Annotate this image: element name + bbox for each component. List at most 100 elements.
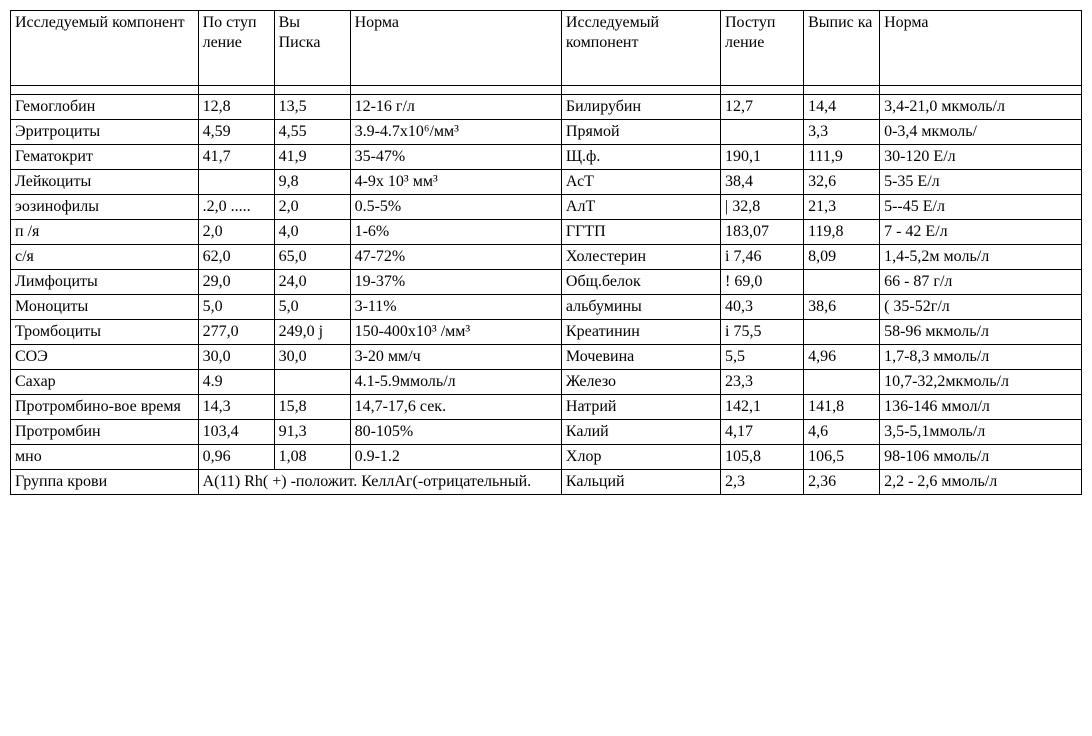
cell: 4,6: [804, 420, 880, 445]
cell: 62,0: [198, 245, 274, 270]
cell: і 7,46: [721, 245, 804, 270]
hdr-admission-left: По ступ ление: [198, 11, 274, 86]
table-body: Гемоглобин12,813,512-16 г/лБилирубин12,7…: [11, 95, 1082, 495]
cell: 66 - 87 г/л: [880, 270, 1082, 295]
cell: 14,3: [198, 395, 274, 420]
cell: 14,4: [804, 95, 880, 120]
cell: 12-16 г/л: [350, 95, 561, 120]
table-row: Сахар4.94.1-5.9ммоль/лЖелезо23,310,7-32,…: [11, 370, 1082, 395]
cell: 0-3,4 мкмоль/: [880, 120, 1082, 145]
cell: 3,3: [804, 120, 880, 145]
cell: 35-47%: [350, 145, 561, 170]
table-row: мно0,961,080.9-1.2Хлор105,8106,5 98-106 …: [11, 445, 1082, 470]
cell: 5,0: [198, 295, 274, 320]
cell: 105,8: [721, 445, 804, 470]
cell: 65,0: [274, 245, 350, 270]
cell: 0.5-5%: [350, 195, 561, 220]
table-row: Лейкоциты9,84-9x 10³ мм³АсТ38,432,65-35 …: [11, 170, 1082, 195]
cell: 3-20 мм/ч: [350, 345, 561, 370]
header-spacer: [11, 86, 1082, 95]
table-row: СОЭ30,030,03-20 мм/чМочевина5,54,961,7-8…: [11, 345, 1082, 370]
cell: 2,3: [721, 470, 804, 495]
cell: Холестерин: [561, 245, 720, 270]
table-row: Гематокрит41,741,935-47%Щ.ф.190,1111,930…: [11, 145, 1082, 170]
hdr-discharge-right: Выпис ка: [804, 11, 880, 86]
cell: 142,1: [721, 395, 804, 420]
cell-merged-bloodgroup: А(11) Rh( +) -положит. КеллАг(-отрицател…: [198, 470, 561, 495]
table-row: Гемоглобин12,813,512-16 г/лБилирубин12,7…: [11, 95, 1082, 120]
table-row: п /я2,04,01-6%ГГТП183,07119,87 - 42 Е/л: [11, 220, 1082, 245]
cell: п /я: [11, 220, 199, 245]
cell: 41,9: [274, 145, 350, 170]
cell: альбумины: [561, 295, 720, 320]
cell: Щ.ф.: [561, 145, 720, 170]
cell: 41,7: [198, 145, 274, 170]
cell: Гематокрит: [11, 145, 199, 170]
cell: і 75,5: [721, 320, 804, 345]
cell: [198, 170, 274, 195]
cell: 3.9-4.7x10⁶/мм³: [350, 120, 561, 145]
cell: 2,36: [804, 470, 880, 495]
hdr-discharge-left: Вы Писка: [274, 11, 350, 86]
cell: эозинофилы: [11, 195, 199, 220]
cell: с/я: [11, 245, 199, 270]
cell: 0.9-1.2: [350, 445, 561, 470]
cell: 21,3: [804, 195, 880, 220]
table-row-bloodgroup: Группа кровиА(11) Rh( +) -положит. КеллА…: [11, 470, 1082, 495]
cell: Натрий: [561, 395, 720, 420]
cell: 38,6: [804, 295, 880, 320]
hdr-norm-right: Норма: [880, 11, 1082, 86]
cell: 106,5: [804, 445, 880, 470]
cell: 30,0: [274, 345, 350, 370]
hdr-component-right: Исследуемый компонент: [561, 11, 720, 86]
cell: .2,0 .....: [198, 195, 274, 220]
cell: 80-105%: [350, 420, 561, 445]
cell: 98-106 ммоль/л: [880, 445, 1082, 470]
cell: 1,4-5,2м моль/л: [880, 245, 1082, 270]
cell: ГГТП: [561, 220, 720, 245]
table-row: Лимфоциты29,024,019-37%Общ.белок! 69,0 6…: [11, 270, 1082, 295]
cell: 119,8: [804, 220, 880, 245]
cell: 3-11%: [350, 295, 561, 320]
cell: 24,0: [274, 270, 350, 295]
cell: 38,4: [721, 170, 804, 195]
cell: 3,5-5,1ммоль/л: [880, 420, 1082, 445]
cell: 183,07: [721, 220, 804, 245]
cell: Общ.белок: [561, 270, 720, 295]
cell: 1,7-8,3 ммоль/л: [880, 345, 1082, 370]
cell: Билирубин: [561, 95, 720, 120]
cell: 3,4-21,0 мкмоль/л: [880, 95, 1082, 120]
cell: Кальций: [561, 470, 720, 495]
cell: 2,0: [274, 195, 350, 220]
table-row: с/я62,065,047-72%Холестерині 7,468,09 1,…: [11, 245, 1082, 270]
cell: [721, 120, 804, 145]
cell: Протромбино-вое время: [11, 395, 199, 420]
cell: Гемоглобин: [11, 95, 199, 120]
hdr-component-left: Исследуемый компонент: [11, 11, 199, 86]
cell: 47-72%: [350, 245, 561, 270]
cell: 4,96: [804, 345, 880, 370]
cell: мно: [11, 445, 199, 470]
cell: 2,0: [198, 220, 274, 245]
table-row: Тромбоциты277,0249,0 j 150-400x10³ /мм³К…: [11, 320, 1082, 345]
cell: 190,1: [721, 145, 804, 170]
cell: Калий: [561, 420, 720, 445]
cell: 30,0: [198, 345, 274, 370]
cell: АсТ: [561, 170, 720, 195]
cell: Эритроциты: [11, 120, 199, 145]
cell: [804, 370, 880, 395]
cell: 13,5: [274, 95, 350, 120]
cell: 0,96: [198, 445, 274, 470]
cell: 5,5: [721, 345, 804, 370]
cell: Тромбоциты: [11, 320, 199, 345]
lab-results-table: Исследуемый компонент По ступ ление Вы П…: [10, 10, 1082, 495]
cell: ( 35-52г/л: [880, 295, 1082, 320]
cell: 141,8: [804, 395, 880, 420]
cell: 1-6%: [350, 220, 561, 245]
cell: 12,8: [198, 95, 274, 120]
cell: 4,17: [721, 420, 804, 445]
cell: 5,0: [274, 295, 350, 320]
cell: 23,3: [721, 370, 804, 395]
cell: 5--45 Е/л: [880, 195, 1082, 220]
hdr-admission-right: Поступ ление: [721, 11, 804, 86]
